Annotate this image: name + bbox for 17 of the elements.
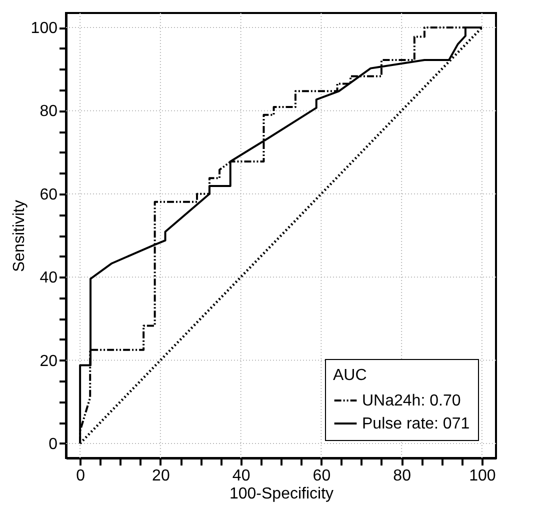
x-tick-label: 0: [76, 468, 86, 484]
x-tick-label: 80: [393, 468, 412, 484]
x-tick-label: 20: [152, 468, 170, 484]
y-tick-label: 60: [40, 186, 58, 204]
x-tick-label: 40: [232, 468, 250, 484]
y-axis-title: Sensitivity: [10, 200, 28, 272]
y-tick-label: 0: [48, 436, 58, 453]
y-tick-label: 80: [40, 103, 58, 120]
legend-title: AUC: [333, 367, 367, 384]
legend-label: Pulse rate: 071: [362, 416, 470, 432]
x-axis-title: 100-Specificity: [229, 486, 334, 502]
x-tick-label: 100: [469, 468, 496, 484]
legend-label: UNa24h: 0.70: [362, 392, 461, 410]
y-tick-label: 100: [30, 20, 58, 38]
y-tick-label: 40: [40, 270, 58, 287]
x-tick-label: 60: [312, 468, 331, 484]
y-tick-label: 20: [40, 352, 58, 370]
